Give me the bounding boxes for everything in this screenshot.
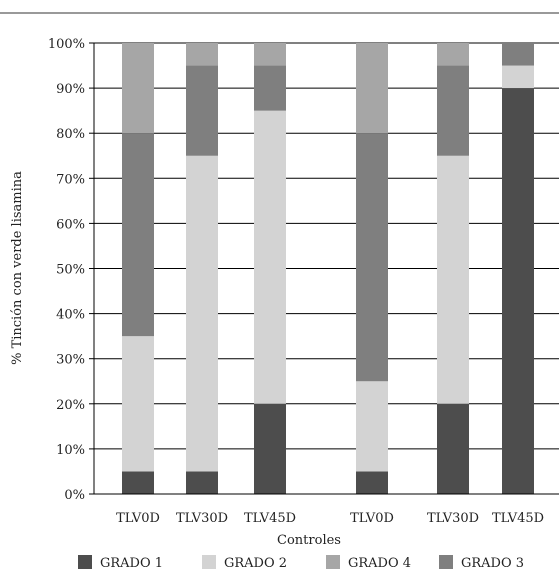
y-tick-labels: 0% 10% 20% 30% 40% 50% 60% 70% 80% 90% 100% [48, 37, 85, 503]
legend-label: GRADO 1 [100, 556, 163, 571]
legend-label: GRADO 3 [461, 556, 524, 571]
gridlines [89, 42, 559, 495]
legend-label: GRADO 4 [348, 556, 411, 571]
bar-segment-grado-4 [186, 43, 218, 66]
y-tick-label: 90% [56, 82, 85, 97]
bar-segment-grado-3 [437, 65, 469, 156]
y-tick-label: 80% [56, 127, 85, 142]
y-tick-label: 30% [56, 353, 85, 368]
bar-segment-grado-2 [254, 110, 286, 404]
bar-segment-grado-3 [356, 133, 388, 382]
bar-segment-grado-2 [502, 65, 534, 89]
bar-segment-grado-3 [254, 65, 286, 111]
bars [122, 43, 534, 494]
x-tick-labels: TLV0D TLV30D TLV45D TLV0D TLV30D TLV45D [116, 511, 544, 526]
x-axis-title: Controles [277, 533, 341, 548]
legend-swatch [439, 555, 453, 569]
bar-segment-grado-2 [437, 155, 469, 404]
bar-segment-grado-4 [122, 43, 154, 134]
y-axis-title: % Tinción con verde lisamina [10, 171, 25, 365]
y-tick-label: 50% [56, 263, 85, 278]
bar-segment-grado-2 [186, 155, 218, 472]
bar-segment-grado-1 [186, 471, 218, 494]
axes [93, 43, 559, 495]
bar-segment-grado-4 [356, 43, 388, 134]
y-tick-label: 60% [56, 217, 85, 232]
y-tick-label: 100% [48, 37, 85, 52]
bar-segment-grado-3 [122, 133, 154, 337]
bar-segment-grado-3 [502, 43, 534, 66]
bar-segment-grado-1 [356, 471, 388, 494]
bar-segment-grado-2 [356, 381, 388, 472]
x-tick-label: TLV30D [176, 511, 228, 526]
y-tick-label: 40% [56, 308, 85, 323]
y-tick-label: 20% [56, 398, 85, 413]
y-tick-label: 70% [56, 172, 85, 187]
legend-swatch [202, 555, 216, 569]
y-tick-label: 10% [56, 443, 85, 458]
x-tick-label: TLV45D [244, 511, 296, 526]
y-tick-label: 0% [64, 488, 85, 503]
bar-segment-grado-4 [437, 43, 469, 66]
bar-segment-grado-1 [502, 88, 534, 494]
legend-label: GRADO 2 [224, 556, 287, 571]
legend-swatch [78, 555, 92, 569]
bar-segment-grado-2 [122, 336, 154, 472]
legend-swatch [326, 555, 340, 569]
legend: GRADO 1 GRADO 2 GRADO 4 GRADO 3 [78, 555, 524, 571]
bar-segment-grado-3 [186, 65, 218, 156]
bar-segment-grado-1 [437, 403, 469, 494]
x-tick-label: TLV45D [492, 511, 544, 526]
bar-segment-grado-1 [122, 471, 154, 494]
bar-segment-grado-1 [254, 403, 286, 494]
x-tick-label: TLV0D [350, 511, 394, 526]
bar-segment-grado-4 [254, 43, 286, 66]
x-tick-label: TLV0D [116, 511, 160, 526]
x-tick-label: TLV30D [427, 511, 479, 526]
